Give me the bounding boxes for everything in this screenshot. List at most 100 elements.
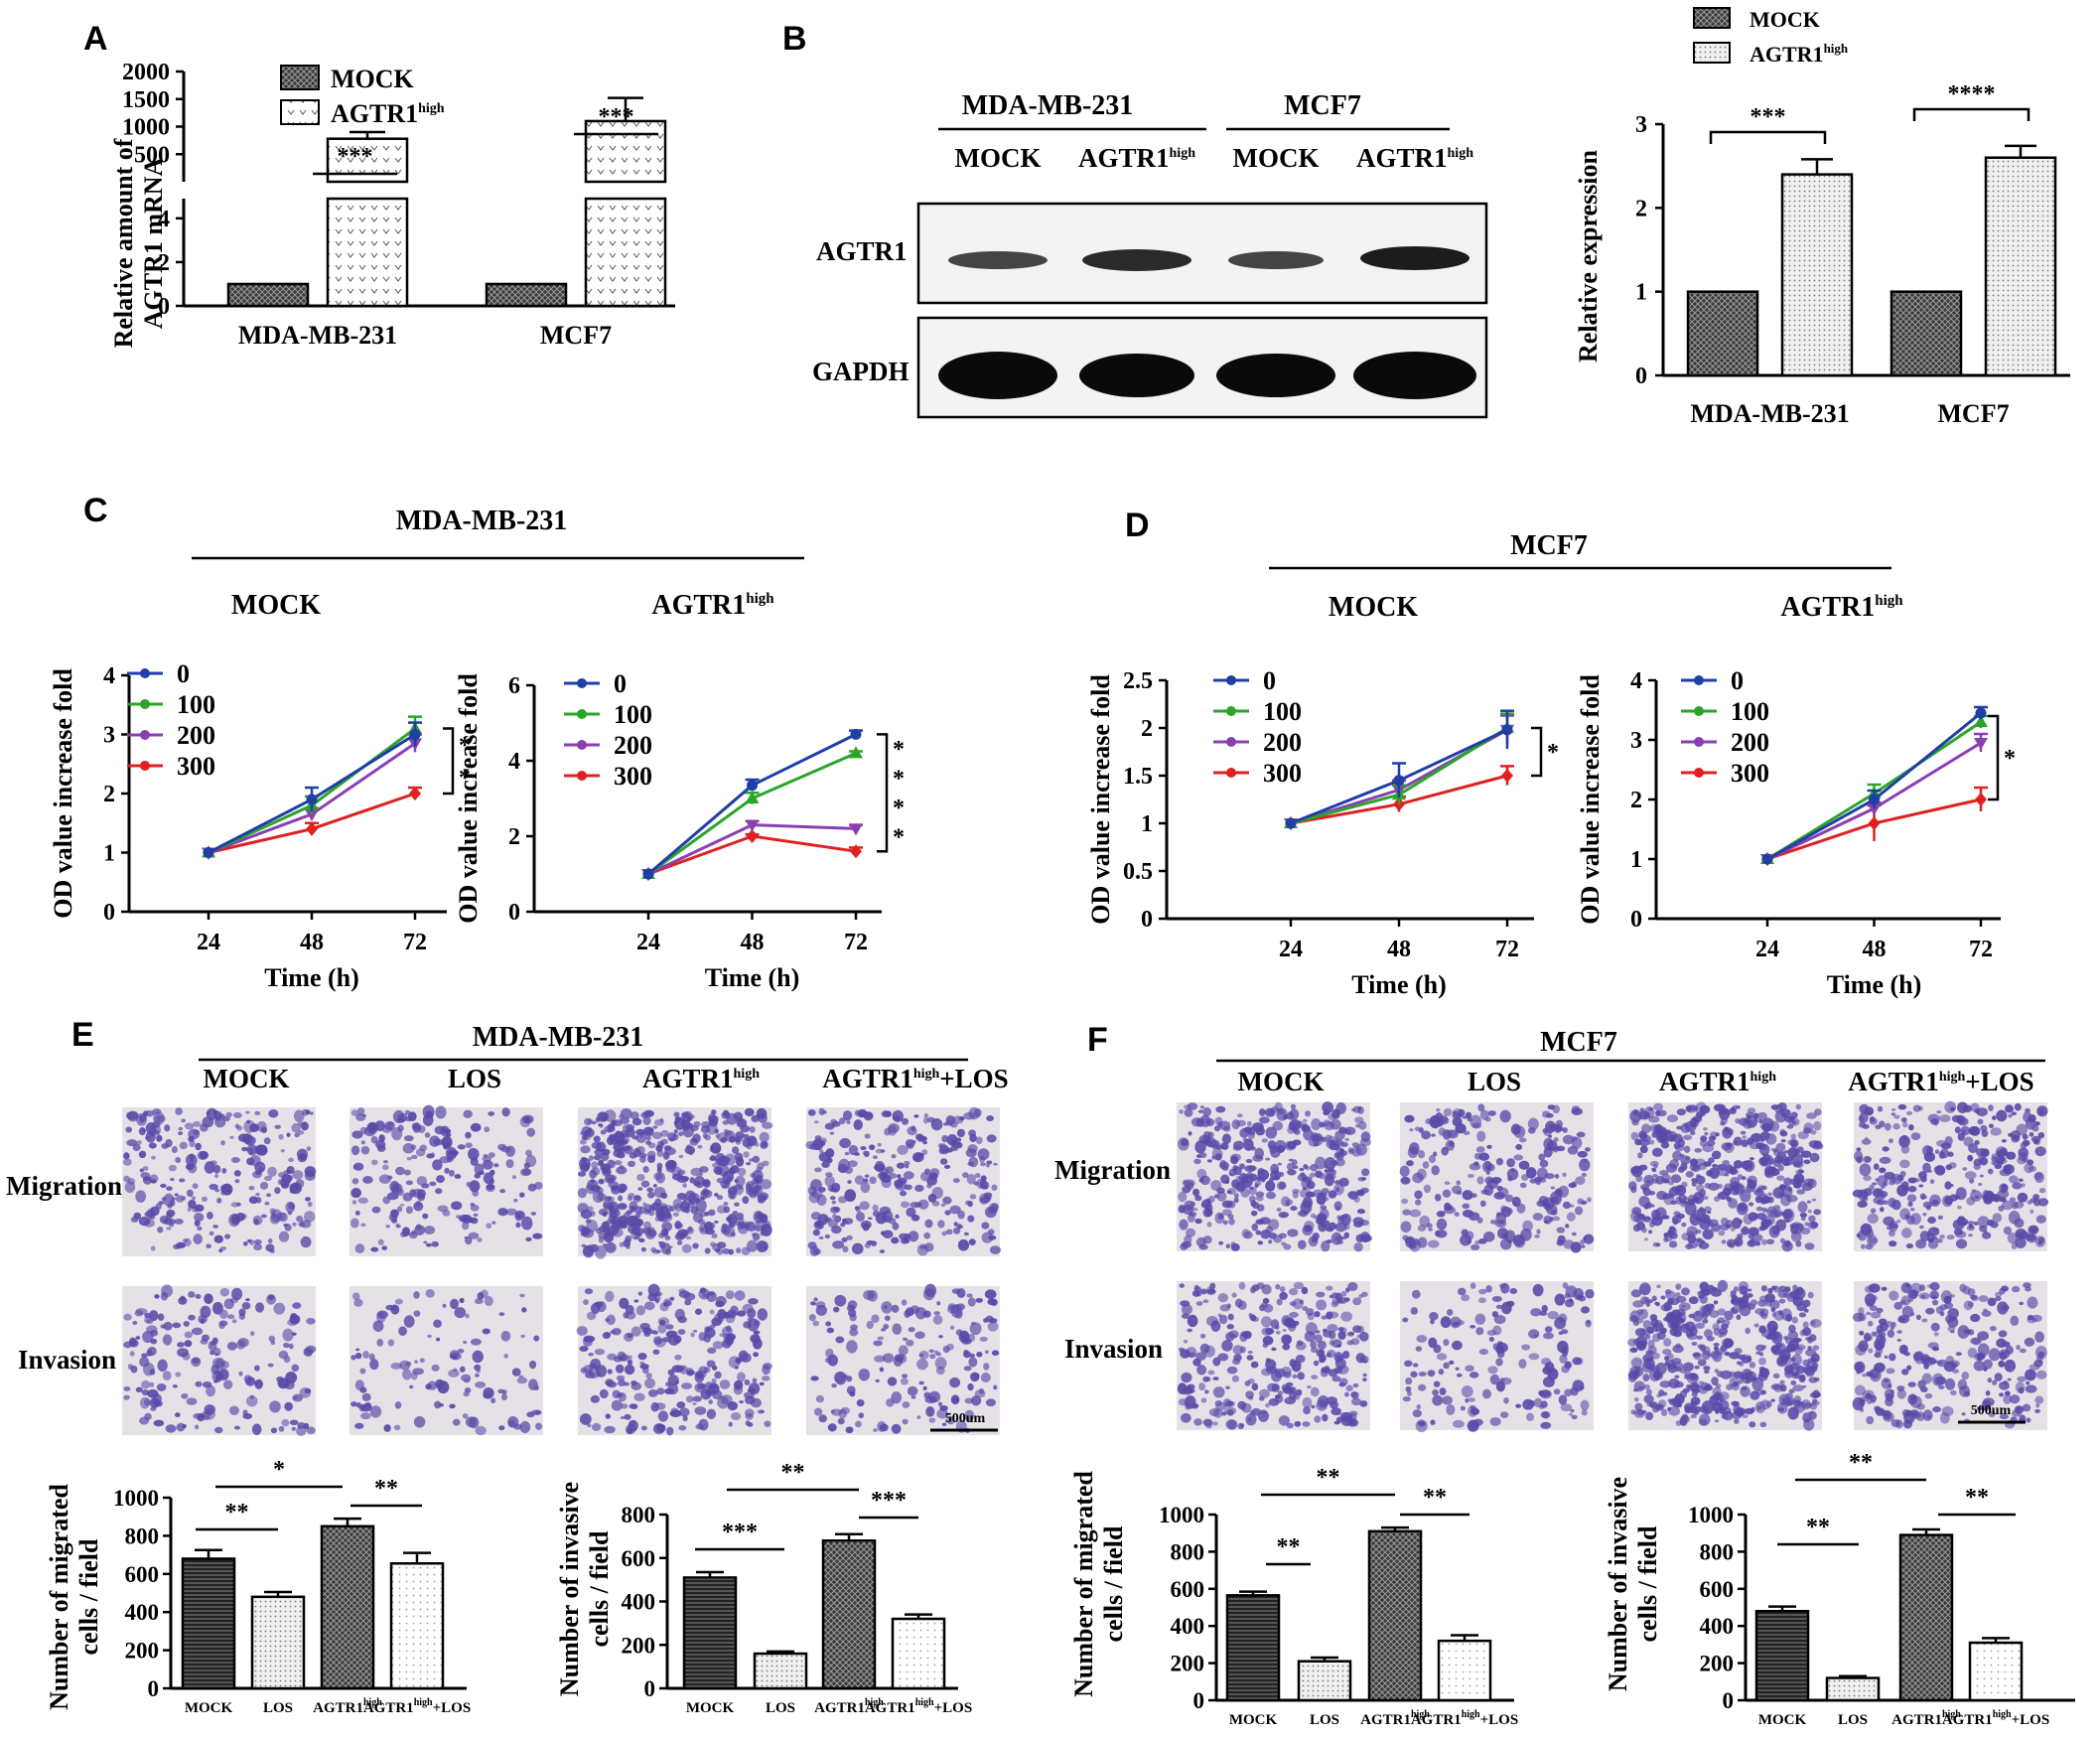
D1-legend-label: 100 [1263, 697, 1302, 726]
D2-ylabel: OD value increase fold [1576, 674, 1605, 925]
C1-legend-marker [140, 761, 150, 771]
D2-point [1975, 793, 1987, 806]
E1-sig-stars: * [273, 1457, 285, 1483]
F2-bar [1825, 1676, 1881, 1702]
a-ytick-label: 2000 [122, 60, 170, 85]
f-micrograph-1-3 [1852, 1281, 2047, 1430]
f-row-invasion: Invasion [1064, 1334, 1163, 1364]
band-agtr1-1 [948, 251, 1048, 269]
E1-xcat: AGTR1high+LOS [363, 1697, 471, 1716]
D2-point [1867, 803, 1882, 815]
micrographs-e [122, 1104, 1001, 1437]
f-micrograph-0-1 [1399, 1102, 1595, 1253]
F1-ytick-label: 1000 [1159, 1503, 1204, 1527]
F2-ytick-label: 0 [1723, 1688, 1735, 1713]
C1-legend-label: 100 [177, 690, 215, 719]
b-legend-mock-label: MOCK [1750, 7, 1820, 32]
D2-ytick-label: 2 [1630, 788, 1642, 813]
C2-xtick-label: 48 [741, 930, 765, 955]
panel-a-ylabel: Relative amount ofAGTR1 mRNA [109, 138, 168, 348]
C1-xtick-label: 48 [300, 930, 324, 955]
b-legend-agtr-label: AGTR1high [1750, 41, 1849, 67]
E2-xcat: LOS [766, 1700, 795, 1716]
blot-group-mdamb231: MDA-MB-231 [962, 90, 1134, 121]
C1-sig-star: * [459, 766, 471, 792]
b-xcat: MDA-MB-231 [1690, 399, 1849, 428]
C1-xtick-label: 24 [197, 930, 220, 955]
C2-point [849, 746, 863, 759]
b-sig-1-stars: *** [1750, 104, 1786, 130]
micrographs-f [1177, 1100, 2049, 1433]
D1-legend-label: 200 [1263, 728, 1302, 757]
F2-xcat: LOS [1838, 1712, 1868, 1728]
chart-c1: 0 1 2 3 4 24 48 72 Time (h) OD value increase fol… [49, 659, 471, 992]
e-row-invasion: Invasion [18, 1345, 116, 1375]
D2-ytick-label: 4 [1630, 668, 1642, 694]
b-ytick-label: 3 [1635, 112, 1647, 138]
D1-legend-marker [1226, 706, 1236, 716]
D1-point [1393, 775, 1405, 787]
E1-ytick-label: 1000 [113, 1486, 159, 1511]
F2-xcat: AGTR1high [1891, 1709, 1961, 1728]
C1-legend-label: 0 [177, 659, 190, 688]
E2-bar [753, 1652, 808, 1690]
E2-sig-stars: *** [722, 1520, 758, 1545]
band-gapdh-1 [938, 352, 1057, 399]
C1-ylabel: OD value increase fold [49, 668, 77, 919]
b-ytick-label: 2 [1635, 196, 1647, 221]
panel-f-group: MCF7 [1540, 1027, 1617, 1058]
C2-sig-star: * [893, 796, 905, 821]
C2-xtick-label: 72 [844, 930, 868, 955]
band-agtr1-4 [1360, 246, 1470, 270]
C2-legend-label: 200 [614, 731, 652, 760]
C2-ylabel: OD value increase fold [454, 673, 483, 924]
f2-ylabel: Number of invasivecells / field [1604, 1477, 1662, 1691]
D1-ytick-label: 2.5 [1123, 668, 1153, 694]
F1-ytick-label: 200 [1171, 1652, 1205, 1676]
b-sig-1-bracket [1709, 130, 1827, 144]
e-col-agtr: AGTR1high [642, 1064, 760, 1093]
a-ytick-label: 0 [158, 294, 170, 320]
e-micrograph-1-1 [350, 1286, 543, 1436]
e-row-migration: Migration [6, 1171, 122, 1201]
D2-ytick-label: 0 [1630, 907, 1642, 933]
E2-ytick-label: 200 [622, 1633, 656, 1658]
a-bar-agtr-lower [584, 197, 667, 308]
panel-d: D MCF7 MOCK AGTR1high 00.511.522.524 48 72… [1086, 507, 2016, 999]
D2-xtick-label: 24 [1755, 937, 1779, 962]
f-micrograph-0-2 [1628, 1101, 1824, 1252]
panel-f: F MCF7 MOCK LOS AGTR1high AGTR1high+LOS … [1054, 1021, 2075, 1728]
a-bar-agtr-upper [584, 119, 667, 184]
D2-ytick-label: 1 [1630, 847, 1642, 873]
b-xcat: MCF7 [1937, 399, 2009, 428]
C1-point [306, 794, 318, 805]
D2-legend-marker [1694, 768, 1704, 778]
F2-bar [1898, 1533, 1954, 1702]
F2-sig-stars: ** [1849, 1450, 1873, 1476]
D1-ytick-label: 0.5 [1123, 859, 1153, 885]
F2-ytick-label: 400 [1700, 1614, 1735, 1639]
a-bar-mock [226, 282, 310, 308]
D1-xtick-label: 72 [1495, 937, 1519, 962]
E2-xcat: MOCK [686, 1700, 735, 1716]
a-sig-2-stars: *** [599, 104, 634, 130]
D1-xlabel: Time (h) [1351, 970, 1447, 999]
a-bar-mock [485, 282, 568, 308]
e-micrograph-0-1 [350, 1104, 543, 1256]
f-micrograph-0-3 [1852, 1100, 2049, 1251]
f-micrograph-1-0 [1177, 1281, 1370, 1430]
F1-sig-stars: ** [1423, 1485, 1447, 1511]
C2-legend-label: 300 [614, 762, 652, 791]
panel-c-group: MDA-MB-231 [396, 506, 568, 536]
legend-mock-label: MOCK [331, 65, 415, 93]
D1-legend-marker [1226, 737, 1236, 747]
panel-f-label: F [1087, 1021, 1108, 1059]
D1-ytick-label: 1.5 [1123, 764, 1153, 790]
panel-c-sub-agtr: AGTR1high [651, 590, 774, 621]
D1-legend-label: 300 [1263, 759, 1302, 788]
panel-e: E MDA-MB-231 MOCK LOS AGTR1high AGTR1hig… [6, 1016, 1009, 1716]
b-legend-agtr-swatch [1693, 42, 1731, 64]
